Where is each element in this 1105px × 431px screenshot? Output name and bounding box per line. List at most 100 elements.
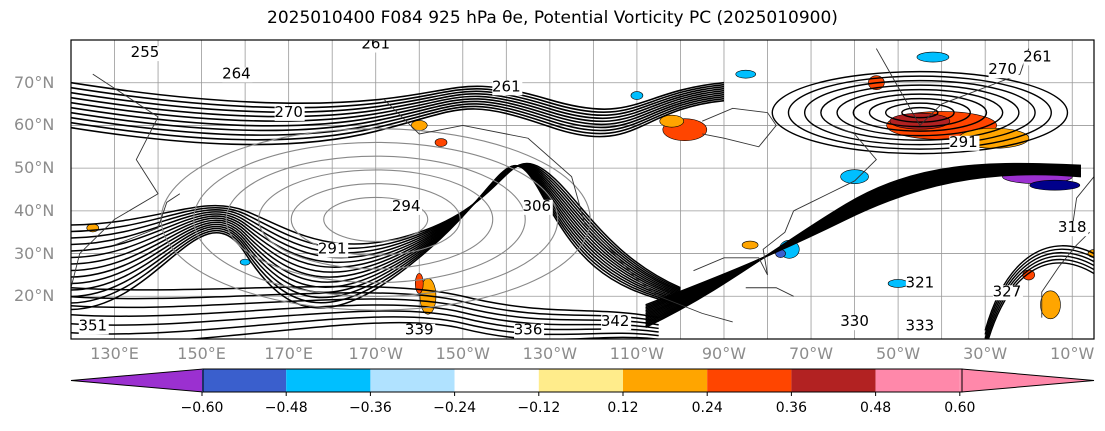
theta-e-contour xyxy=(987,262,1094,339)
colorbar-segment xyxy=(538,369,623,392)
theta-e-contour xyxy=(71,164,681,295)
colorbar-tick-label: −0.60 xyxy=(180,400,224,416)
lat-label: 50°N xyxy=(14,158,55,178)
contour-label-bg xyxy=(840,315,871,331)
plot-content: 255 261 264 270 261 291 294 306 321 330 336 339 342 3… xyxy=(71,40,1094,339)
colorbar-segment xyxy=(286,369,371,392)
coastline xyxy=(693,125,877,276)
contour-label-bg xyxy=(1058,221,1089,237)
contour-label-bg xyxy=(522,199,553,215)
theta-e-contour xyxy=(820,84,1020,141)
lon-label: 30°W xyxy=(963,344,1008,363)
theta-e-contour-gray xyxy=(193,141,559,297)
colorbar-frame xyxy=(202,368,963,393)
contour-label-bg xyxy=(988,63,1019,79)
theta-e-contour xyxy=(71,165,681,298)
map-title: 2025010400 F084 925 hPa θe, Potential Vo… xyxy=(267,8,838,28)
coastline xyxy=(875,48,1030,127)
colorbar-segment xyxy=(623,369,708,392)
contour-label: 330 xyxy=(840,312,869,330)
lat-label: 70°N xyxy=(14,72,55,92)
pv-anomaly-blob xyxy=(1040,290,1061,320)
theta-e-contour xyxy=(71,164,681,294)
contour-label: 306 xyxy=(522,197,551,215)
colorbar xyxy=(70,368,1095,396)
theta-e-contour xyxy=(71,87,725,120)
contour-label: 327 xyxy=(993,282,1022,300)
pv-anomaly-blob xyxy=(840,169,869,184)
theta-e-contour xyxy=(985,255,1094,339)
theta-e-contour xyxy=(71,89,725,123)
colorbar-tick-label: 0.36 xyxy=(775,400,807,416)
contour-label-bg xyxy=(405,323,436,339)
plot-area xyxy=(71,40,1094,339)
contour-labels: 255 261 264 270 261 291 294 306 321 330 336 339 342 3… xyxy=(78,40,1089,339)
theta-e-contour xyxy=(71,165,681,301)
theta-e-contour xyxy=(71,165,681,302)
contour-label-bg xyxy=(78,319,109,335)
contour-label-bg xyxy=(222,67,253,83)
colorbar-extend-max xyxy=(961,368,1095,393)
contour-label: 318 xyxy=(1058,218,1087,236)
contour-label-bg xyxy=(131,46,162,62)
contour-label-bg xyxy=(361,40,392,53)
lon-label: 150°W xyxy=(435,344,490,363)
theta-e-contours xyxy=(71,70,1094,339)
lon-label: 170°W xyxy=(348,344,403,363)
contour-label-bg xyxy=(1023,50,1054,66)
colorbar-segment xyxy=(370,369,455,392)
theta-e-contour xyxy=(984,245,1094,331)
pv-anomaly-blob xyxy=(434,138,448,147)
pv-anomaly-blob xyxy=(1022,269,1036,281)
theta-e-contour xyxy=(986,258,1094,339)
contour-label-bg xyxy=(992,285,1023,301)
theta-e-contour xyxy=(71,97,725,141)
colorbar-tick-label: −0.12 xyxy=(517,400,561,416)
coastline xyxy=(1071,133,1094,229)
coastlines xyxy=(71,48,1094,323)
coastline xyxy=(702,107,777,148)
theta-e-contour xyxy=(71,316,659,337)
lon-label: 10°W xyxy=(1050,344,1095,363)
theta-e-contour xyxy=(182,321,659,339)
theta-e-contour xyxy=(71,85,725,117)
theta-e-contour xyxy=(71,162,681,289)
contour-label-bg xyxy=(905,319,936,335)
colorbar-segment xyxy=(791,369,876,392)
lon-label: 170°E xyxy=(264,344,313,363)
theta-e-contour xyxy=(803,79,1036,146)
theta-e-contour xyxy=(71,165,681,303)
coastline xyxy=(745,287,794,297)
theta-e-contour-gray xyxy=(290,183,461,256)
colorbar-tick-label: −0.24 xyxy=(433,400,477,416)
theta-e-contour xyxy=(71,292,659,322)
colorbar-segment xyxy=(875,369,960,392)
contour-label: 270 xyxy=(274,103,303,121)
contour-label-bg xyxy=(392,199,423,215)
contour-label: 351 xyxy=(78,316,107,334)
plot-frame xyxy=(70,39,1095,340)
theta-e-contour xyxy=(71,310,659,333)
theta-e-contour xyxy=(71,298,659,326)
theta-e-contour-gray xyxy=(323,196,429,242)
pv-anomaly-blob xyxy=(630,91,644,100)
contour-label-bg xyxy=(318,242,349,258)
contour-label: 261 xyxy=(1023,47,1052,65)
theta-e-contour xyxy=(71,163,681,292)
colorbar-segment xyxy=(959,369,962,392)
pv-anomaly-blob xyxy=(916,51,950,63)
lon-label: 70°W xyxy=(788,344,834,363)
contour-label: 333 xyxy=(906,316,935,334)
theta-e-contour xyxy=(71,163,681,290)
theta-e-contour xyxy=(71,165,681,305)
colorbar-segment xyxy=(707,369,792,392)
pv-anomaly-blob xyxy=(1029,179,1081,191)
pv-anomaly-blob xyxy=(414,273,424,294)
coastline xyxy=(71,73,159,288)
pv-anomaly-blob xyxy=(889,112,951,130)
theta-e-contour xyxy=(71,83,725,114)
colorbar-tick-label: −0.48 xyxy=(264,400,308,416)
theta-e-contour xyxy=(71,91,725,127)
contour-label-bg xyxy=(514,323,545,339)
